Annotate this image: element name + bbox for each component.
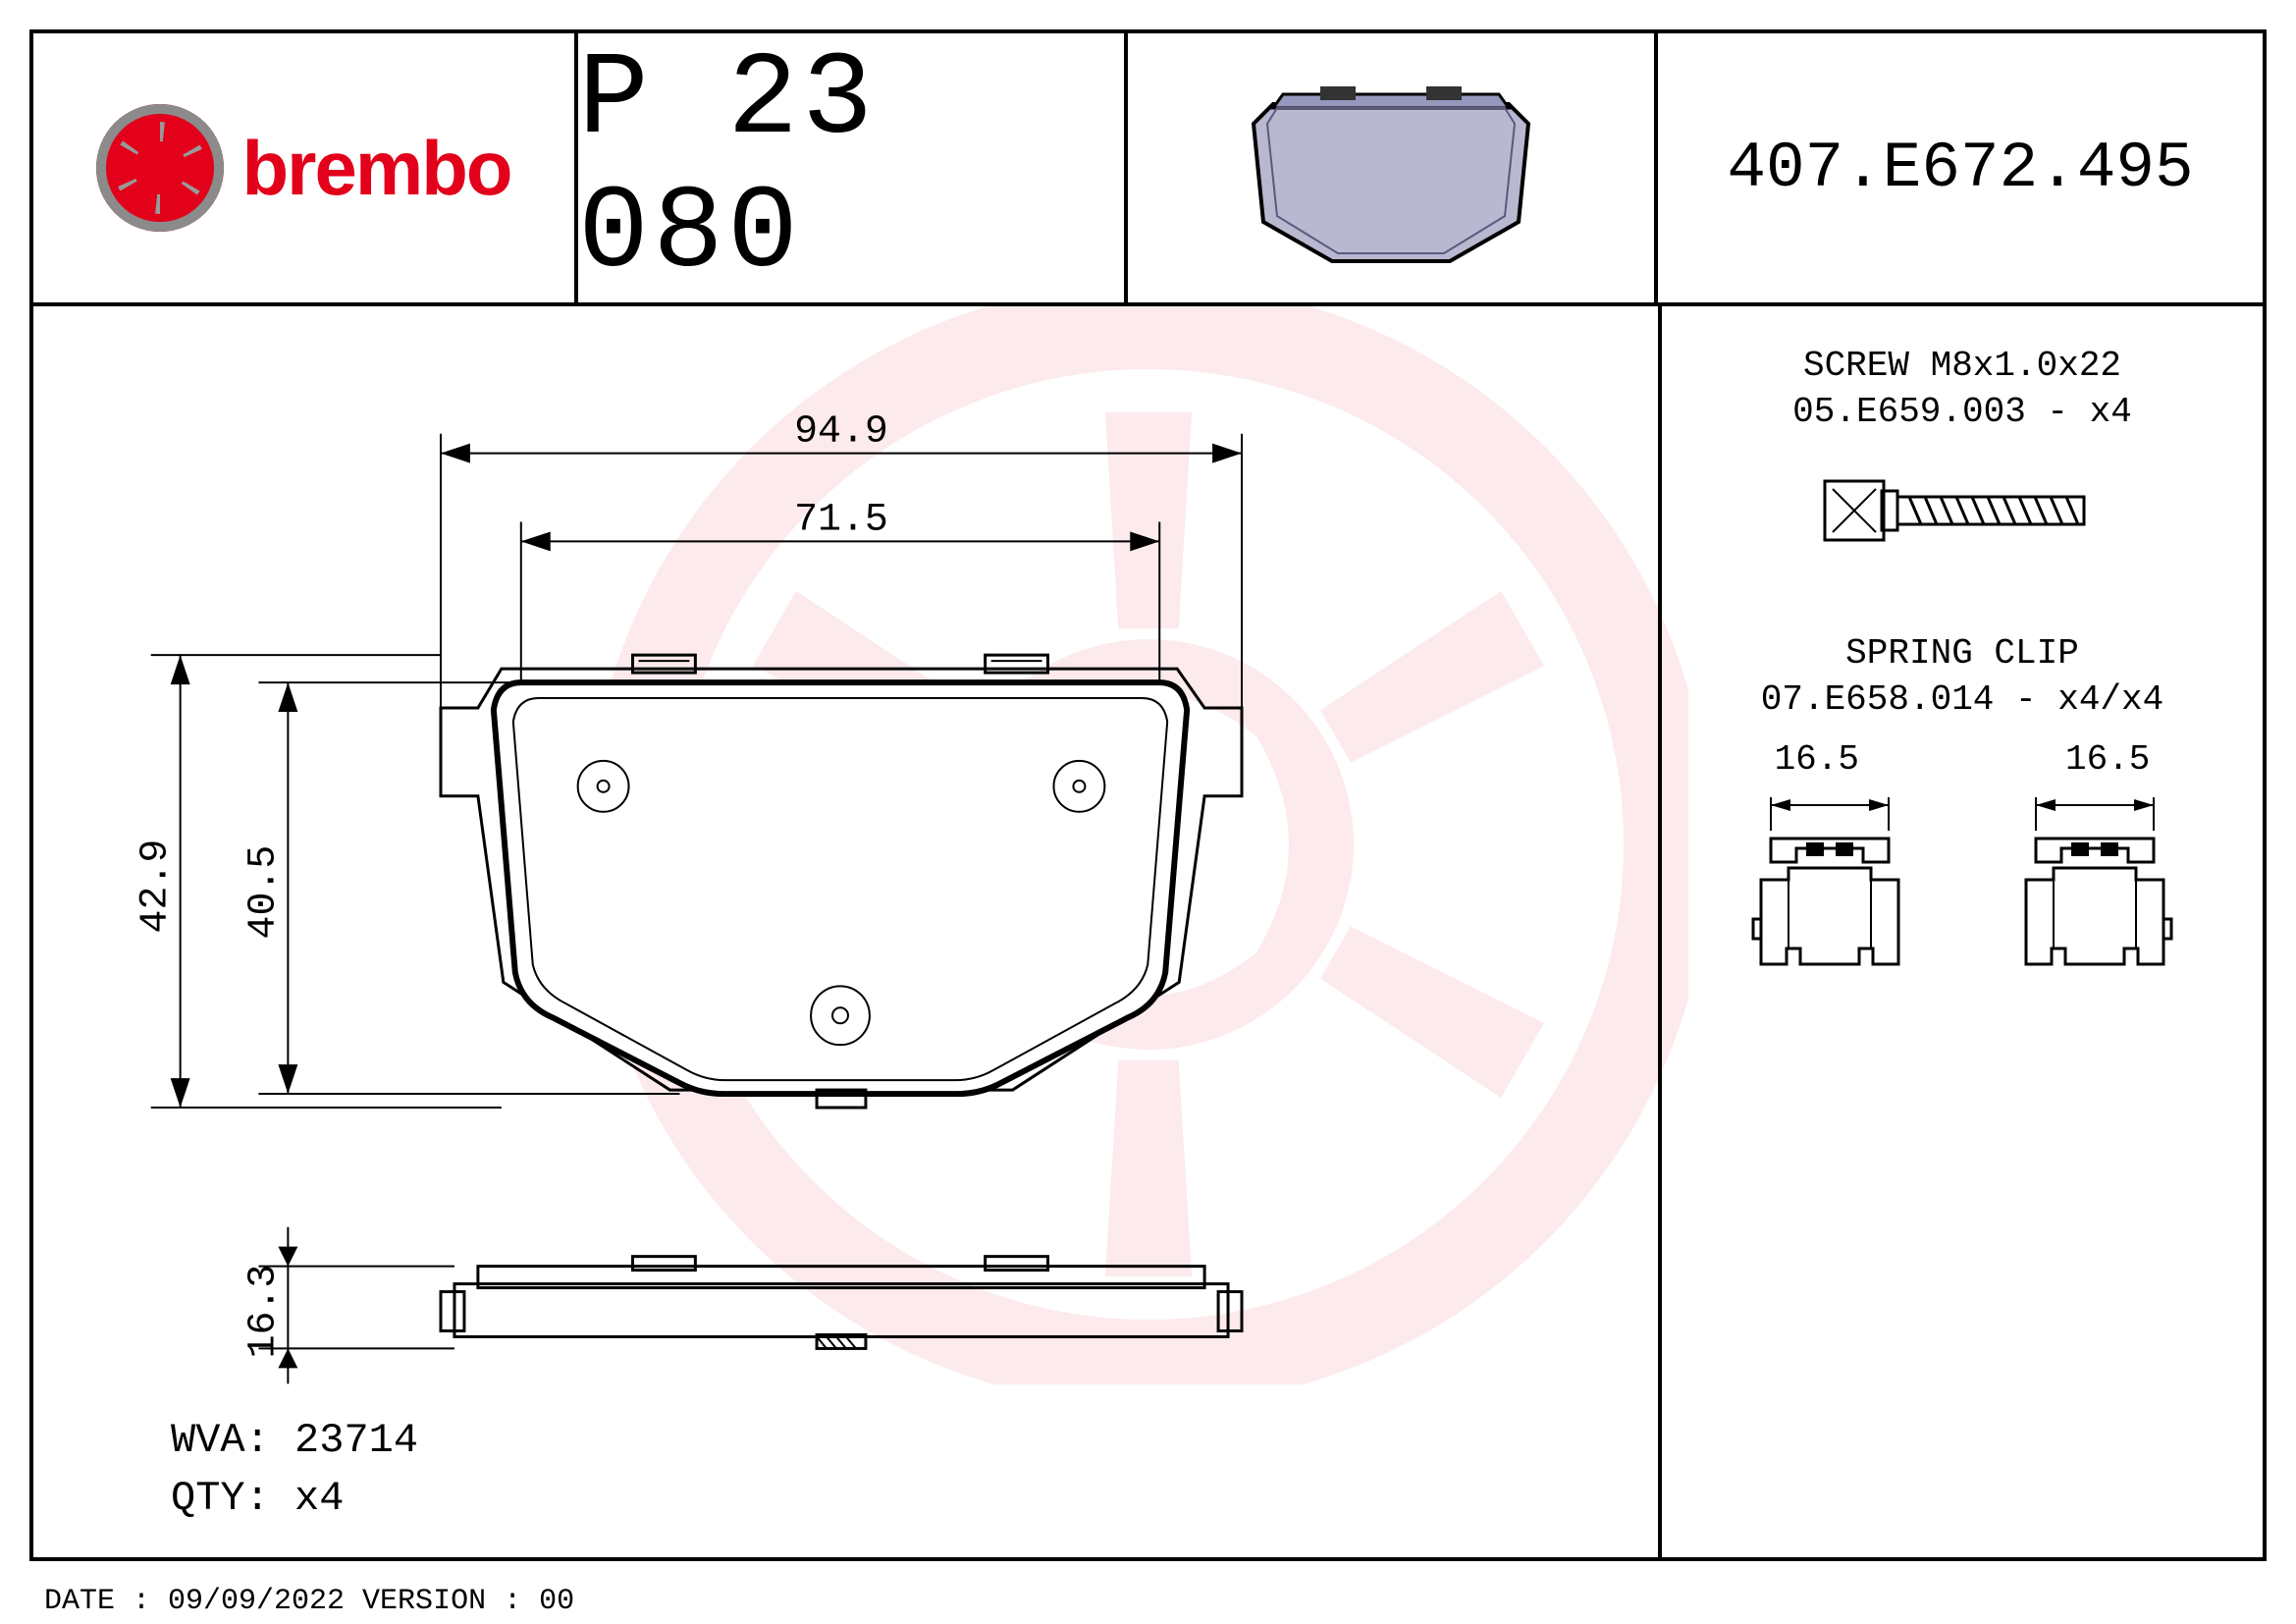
product-thumb-cell bbox=[1128, 33, 1658, 302]
ref-number-cell: 407.E672.495 bbox=[1658, 33, 2263, 302]
footer-block: WVA: 23714 QTY: x4 bbox=[171, 1412, 418, 1528]
screw-block: SCREW M8x1.0x22 05.E659.003 - x4 bbox=[1691, 346, 2233, 574]
dim-thickness: 16.3 bbox=[240, 1265, 285, 1359]
date-version: DATE : 09/09/2022 VERSION : 00 bbox=[44, 1585, 574, 1618]
brembo-logo-icon bbox=[96, 104, 224, 232]
wva-label: WVA: bbox=[171, 1417, 270, 1464]
wva-value: 23714 bbox=[294, 1417, 418, 1464]
product-thumb bbox=[1214, 65, 1568, 271]
logo-cell: brembo bbox=[33, 33, 578, 302]
dim-width-outer: 94.9 bbox=[794, 409, 888, 454]
screw-icon bbox=[1795, 452, 2129, 569]
dim-height-outer: 42.9 bbox=[133, 839, 178, 934]
technical-drawing: 94.9 71.5 42.9 bbox=[33, 306, 1658, 1554]
dim-height-inner: 40.5 bbox=[240, 845, 285, 940]
clip-right-icon bbox=[2006, 791, 2183, 988]
screw-title: SCREW M8x1.0x22 bbox=[1691, 346, 2233, 386]
drawing-sheet: brembo P 23 080 407.E672.495 bbox=[29, 29, 2267, 1561]
clip-dim-right: 16.5 bbox=[2065, 739, 2150, 780]
brand-name: brembo bbox=[241, 124, 510, 213]
screw-code: 05.E659.003 - x4 bbox=[1691, 392, 2233, 432]
clip-block: SPRING CLIP 07.E658.014 - x4/x4 16.5 16.… bbox=[1691, 633, 2233, 988]
clip-code: 07.E658.014 - x4/x4 bbox=[1691, 679, 2233, 720]
ref-number: 407.E672.495 bbox=[1727, 132, 2193, 205]
accessories-panel: SCREW M8x1.0x22 05.E659.003 - x4 bbox=[1662, 306, 2263, 1557]
dim-width-inner: 71.5 bbox=[794, 497, 888, 541]
part-number-cell: P 23 080 bbox=[578, 33, 1128, 302]
clip-title: SPRING CLIP bbox=[1691, 633, 2233, 674]
body-row: 94.9 71.5 42.9 bbox=[33, 306, 2263, 1557]
title-block: brembo P 23 080 407.E672.495 bbox=[33, 33, 2263, 306]
qty-value: x4 bbox=[294, 1475, 344, 1522]
clip-dim-left: 16.5 bbox=[1775, 739, 1859, 780]
clip-left-icon bbox=[1741, 791, 1918, 988]
main-drawing-area: 94.9 71.5 42.9 bbox=[33, 306, 1662, 1557]
clip-dims: 16.5 16.5 bbox=[1691, 739, 2233, 780]
part-number: P 23 080 bbox=[578, 34, 1124, 301]
qty-label: QTY: bbox=[171, 1475, 270, 1522]
